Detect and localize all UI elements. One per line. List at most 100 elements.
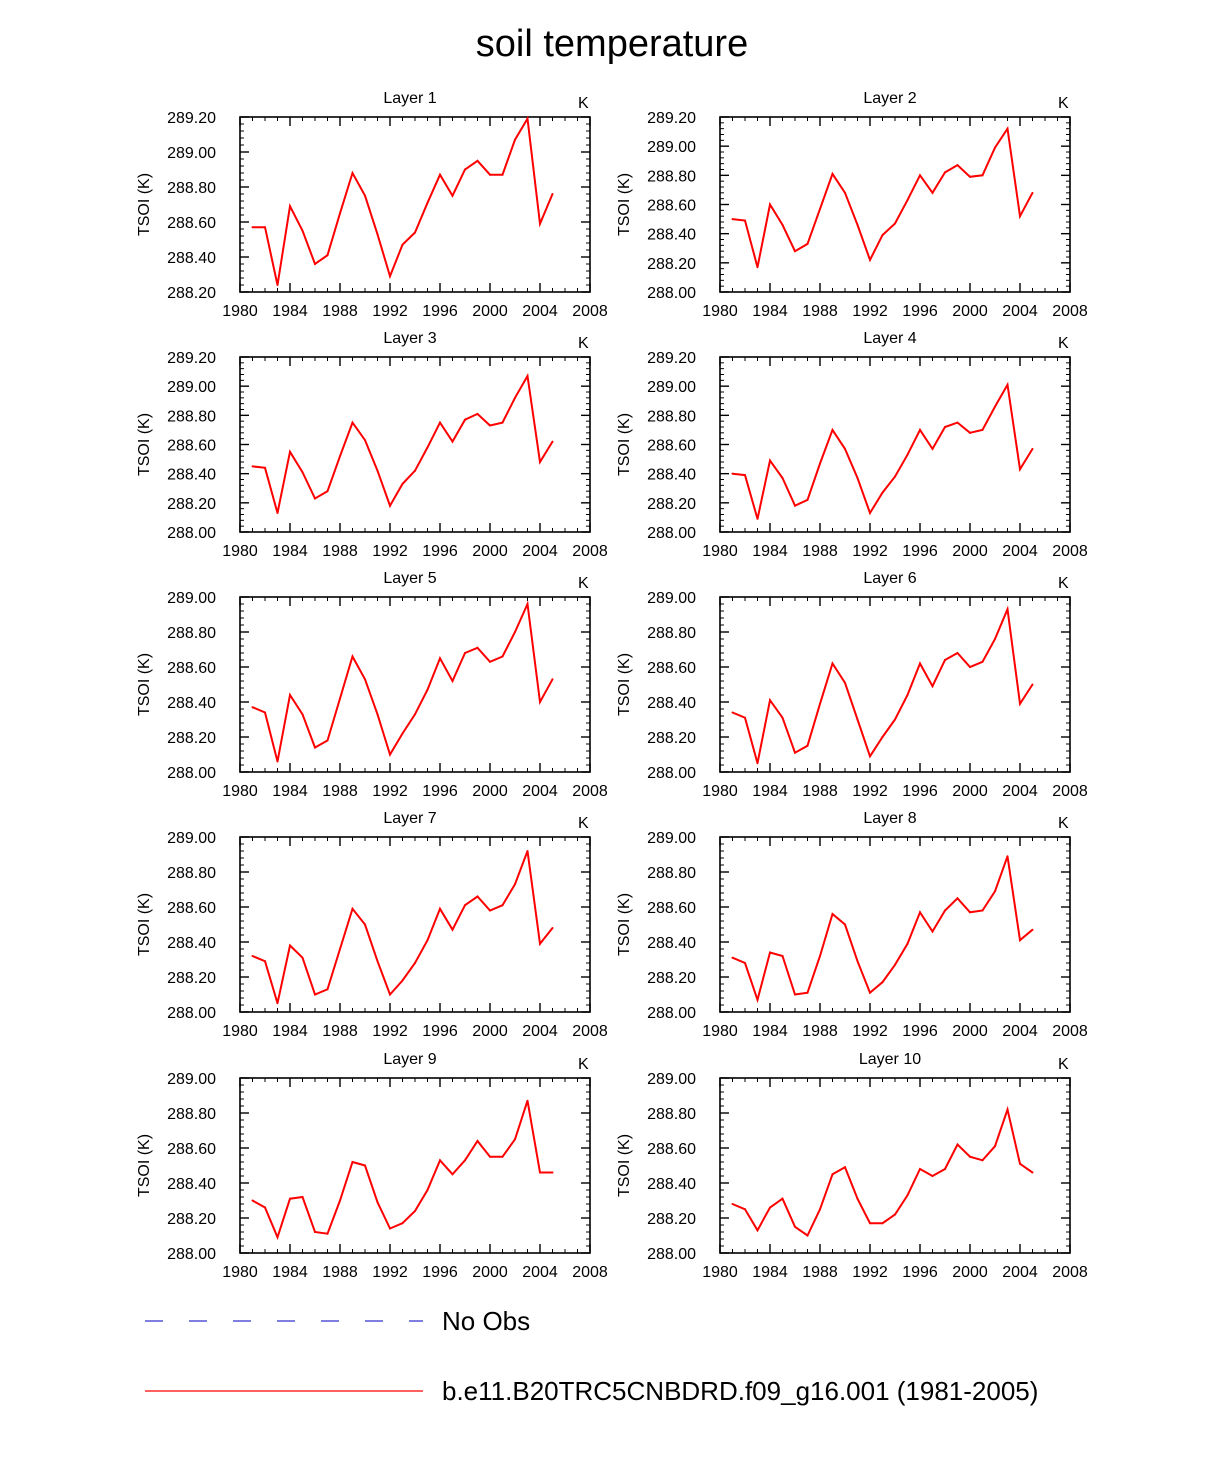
layer-3-data-point xyxy=(314,497,316,500)
layer-7-title: Layer 7 xyxy=(383,810,436,827)
layer-7-x-tick-label: 2008 xyxy=(572,1023,608,1040)
layer-8-y-tick-label: 288.60 xyxy=(647,900,696,917)
layer-6-data-point xyxy=(844,681,846,684)
layer-3-data-point xyxy=(451,440,454,443)
layer-6-data-point xyxy=(781,716,784,719)
layer-10-y-tick-label: 288.00 xyxy=(647,1246,696,1263)
layer-1-data-point xyxy=(501,173,504,176)
layer-3-y-tick-label: 288.80 xyxy=(167,408,216,425)
layer-3-data-point xyxy=(551,440,554,443)
layer-1-x-tick-label: 1992 xyxy=(372,303,408,320)
layer-10-y-axis-label: TSOI (K) xyxy=(616,1134,633,1197)
layer-4-x-tick-label: 1988 xyxy=(802,543,838,560)
layer-7-data-point xyxy=(251,955,254,957)
layer-3-data-point xyxy=(289,450,291,453)
layer-6-data-point xyxy=(769,699,771,702)
layer-5-x-tick-label: 2008 xyxy=(572,783,608,800)
layer-5-series-line xyxy=(252,600,554,762)
layer-1-x-tick-label: 1996 xyxy=(422,303,458,320)
layer-7-data-point xyxy=(339,948,341,950)
layer-2-data-point xyxy=(806,242,809,245)
legend: No Obs b.e11.B20TRC5CNBDRD.f09_g16.001 (… xyxy=(145,1306,1038,1406)
layer-2-y-tick-label: 288.80 xyxy=(647,168,696,185)
layer-1-data-point xyxy=(351,172,354,174)
layer-7-data-point xyxy=(364,923,366,926)
layer-5-data-point xyxy=(264,711,266,714)
layer-2-data-point xyxy=(994,146,996,149)
layer-4-data-point xyxy=(1031,447,1034,450)
layer-3-x-tick-label: 1988 xyxy=(322,543,358,560)
layer-4-data-point xyxy=(756,517,759,520)
layer-8-x-tick-label: 1984 xyxy=(752,1023,788,1040)
layer-9-data-point xyxy=(301,1196,304,1198)
layer-8-data-point xyxy=(1031,928,1034,931)
layer-10-title: Layer 10 xyxy=(859,1051,921,1068)
layer-3-data-point xyxy=(351,421,354,424)
layer-10-data-point xyxy=(1031,1171,1034,1174)
layer-10-x-tick-label: 1980 xyxy=(702,1264,738,1281)
layer-2-data-point xyxy=(1006,127,1009,130)
layer-2-y-tick-label: 288.60 xyxy=(647,198,696,215)
layer-8-data-point xyxy=(819,955,821,957)
layer-9-plot-frame xyxy=(239,1077,591,1254)
layer-10-x-tick-label: 2008 xyxy=(1052,1264,1088,1281)
layer-7-data-point xyxy=(376,960,379,963)
layer-1-data-point xyxy=(301,229,304,232)
layer-4-x-tick-label: 1984 xyxy=(752,543,788,560)
layer-9-data-point xyxy=(376,1201,379,1204)
layer-3-data-point xyxy=(264,466,266,469)
layer-8-data-point xyxy=(906,942,909,945)
layer-1-x-tick-label: 2004 xyxy=(522,303,558,320)
layer-10-data-point xyxy=(881,1222,884,1225)
layer-5-x-tick-label: 1996 xyxy=(422,783,458,800)
layer-2-x-tick-label: 1992 xyxy=(852,303,888,320)
layer-10-data-point xyxy=(794,1225,796,1228)
layer-2-data-point xyxy=(744,219,746,222)
layer-10-data-point xyxy=(844,1166,846,1169)
layer-5-title: Layer 5 xyxy=(383,570,436,587)
layer-10-x-tick-label: 2000 xyxy=(952,1264,988,1281)
layer-9-data-point xyxy=(539,1171,541,1174)
layer-10-data-point xyxy=(769,1206,771,1209)
layer-7-data-point xyxy=(301,956,304,959)
layer-2-data-point xyxy=(844,191,846,194)
layer-3-x-tick-label: 1984 xyxy=(272,543,308,560)
layer-3-data-point xyxy=(501,421,504,424)
layer-7-y-axis-label: TSOI (K) xyxy=(136,893,153,956)
layer-9-y-tick-label: 289.00 xyxy=(167,1071,216,1088)
layer-5-data-point xyxy=(289,694,291,696)
layer-9-series-line xyxy=(252,1100,553,1241)
layer-2-data-point xyxy=(906,199,909,202)
layer-7-y-tick-label: 288.80 xyxy=(167,865,216,882)
layer-8-panel: 1980 1984 1988 1992 1996 2000 2004 2008 288.00 28… xyxy=(616,810,1088,1040)
layer-8-x-tick-label: 1988 xyxy=(802,1023,838,1040)
layer-1-data-point xyxy=(314,263,316,265)
layer-6-panel: 1980 1984 1988 1992 1996 2000 2004 2008 288.00 28… xyxy=(616,570,1088,800)
layer-1-data-point xyxy=(276,284,279,286)
layer-4-data-point xyxy=(769,459,771,462)
layer-4-data-point xyxy=(856,477,859,480)
layer-8-data-point xyxy=(831,913,834,915)
layer-3-data-point xyxy=(426,446,429,449)
layer-3-data-point xyxy=(539,461,541,463)
layer-4-data-point xyxy=(931,447,934,450)
layer-3-data-point xyxy=(489,424,491,427)
layer-9-data-point xyxy=(351,1161,354,1163)
layer-6-y-tick-label: 288.40 xyxy=(647,695,696,712)
legend-obs-label: No Obs xyxy=(442,1306,530,1336)
layer-2-data-point xyxy=(856,223,859,226)
layer-9-data-point xyxy=(339,1199,341,1202)
layer-8-units: K xyxy=(1058,815,1069,832)
layer-7-data-point xyxy=(526,850,529,852)
layer-5-data-point xyxy=(251,706,254,709)
layer-10-panel: 1980 1984 1988 1992 1996 2000 2004 2008 288.00 28… xyxy=(616,1051,1088,1281)
layer-5-x-tick-label: 1988 xyxy=(322,783,358,800)
layer-10-data-point xyxy=(831,1173,834,1176)
layer-9-title: Layer 9 xyxy=(383,1051,436,1068)
layer-5-data-point xyxy=(539,701,541,703)
layer-8-y-tick-label: 289.00 xyxy=(647,830,696,847)
layer-7-y-tick-label: 288.40 xyxy=(167,935,216,952)
layer-1-data-point xyxy=(339,212,341,215)
layer-6-title: Layer 6 xyxy=(863,570,916,587)
layer-4-y-tick-label: 289.20 xyxy=(647,350,696,367)
